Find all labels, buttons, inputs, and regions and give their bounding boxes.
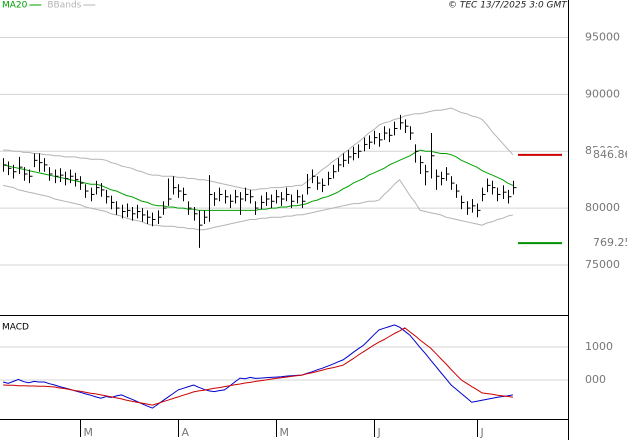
x-tick-label: A [182, 426, 190, 439]
y-tick-label: 90000 [585, 87, 620, 100]
x-tick-label: M [84, 426, 94, 439]
y-tick-label: 80000 [585, 201, 620, 214]
legend-label: MA20 [2, 1, 28, 11]
y-tick-label: 1000 [585, 340, 613, 353]
band-upper [3, 107, 514, 191]
ma-line [2, 149, 514, 211]
y-tick-label: 75000 [585, 258, 620, 271]
level-label: 846.86 [593, 148, 627, 161]
y-tick-label: 000 [585, 373, 606, 386]
macd-line [2, 324, 513, 409]
level-tag-bg [591, 147, 627, 162]
plot [2, 107, 517, 409]
x-tick-label: J [480, 426, 484, 439]
x-tick-label: M [280, 426, 290, 439]
level-label: 769.25 [593, 236, 627, 249]
macd-title: MACD [2, 323, 29, 333]
legend-label: BBands [47, 1, 81, 11]
level-tag-bg [591, 236, 627, 251]
y-tick-label: 95000 [585, 31, 620, 44]
band-lower [2, 178, 514, 231]
credit: © TEC 13/7/2025 3:0 GMT [448, 1, 568, 11]
macd-line [3, 327, 513, 406]
grid [0, 37, 568, 381]
x-tick-label: J [377, 426, 381, 439]
